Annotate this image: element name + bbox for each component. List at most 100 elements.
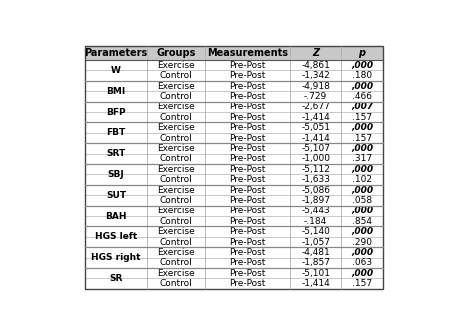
Text: Exercise: Exercise: [157, 165, 195, 174]
Bar: [205, 46, 290, 60]
Text: SRT: SRT: [106, 149, 126, 158]
Bar: [85, 154, 147, 164]
Text: .157: .157: [352, 113, 372, 122]
Bar: [341, 112, 383, 123]
Bar: [85, 133, 147, 143]
Bar: [147, 195, 205, 206]
Text: -5,101: -5,101: [301, 269, 330, 278]
Text: ,007: ,007: [351, 103, 373, 111]
Bar: [85, 102, 147, 112]
Text: Exercise: Exercise: [157, 123, 195, 132]
Bar: [205, 279, 290, 289]
Text: ,000: ,000: [351, 61, 373, 70]
Text: Exercise: Exercise: [157, 269, 195, 278]
Text: Pre-Post: Pre-Post: [229, 217, 266, 226]
Text: -1,857: -1,857: [301, 258, 330, 267]
Bar: [85, 164, 147, 174]
Bar: [205, 70, 290, 81]
Text: p: p: [359, 48, 366, 58]
Text: SBJ: SBJ: [108, 170, 124, 179]
Bar: [205, 60, 290, 70]
Bar: [341, 133, 383, 143]
Text: Exercise: Exercise: [157, 61, 195, 70]
Bar: [205, 185, 290, 195]
Text: .290: .290: [352, 237, 372, 246]
Text: Control: Control: [159, 217, 192, 226]
Text: Pre-Post: Pre-Post: [229, 134, 266, 143]
Bar: [341, 143, 383, 154]
Bar: [290, 237, 341, 247]
Text: Pre-Post: Pre-Post: [229, 92, 266, 101]
Text: Pre-Post: Pre-Post: [229, 165, 266, 174]
Text: -2,677: -2,677: [301, 103, 330, 111]
Bar: [85, 60, 147, 70]
Bar: [205, 226, 290, 237]
Bar: [205, 102, 290, 112]
Bar: [341, 258, 383, 268]
Bar: [290, 216, 341, 226]
Bar: [290, 164, 341, 174]
Bar: [341, 226, 383, 237]
Bar: [341, 70, 383, 81]
Bar: [147, 70, 205, 81]
Text: Pre-Post: Pre-Post: [229, 269, 266, 278]
Bar: [85, 206, 147, 216]
Text: Pre-Post: Pre-Post: [229, 248, 266, 257]
Bar: [205, 258, 290, 268]
Text: Control: Control: [159, 71, 192, 80]
Text: -4,918: -4,918: [301, 81, 330, 91]
Bar: [341, 216, 383, 226]
Text: .058: .058: [352, 196, 372, 205]
Text: BAH: BAH: [105, 211, 127, 220]
Text: ,000: ,000: [351, 248, 373, 257]
Bar: [205, 133, 290, 143]
Text: Pre-Post: Pre-Post: [229, 71, 266, 80]
Bar: [147, 268, 205, 279]
Bar: [341, 154, 383, 164]
Bar: [341, 268, 383, 279]
Text: -4,861: -4,861: [301, 61, 330, 70]
Text: Pre-Post: Pre-Post: [229, 175, 266, 184]
Bar: [205, 164, 290, 174]
Bar: [147, 226, 205, 237]
Bar: [85, 216, 147, 226]
Text: .317: .317: [352, 154, 372, 163]
Bar: [290, 91, 341, 102]
Text: -1,414: -1,414: [301, 113, 330, 122]
Text: .180: .180: [352, 71, 372, 80]
Bar: [341, 60, 383, 70]
Bar: [341, 237, 383, 247]
Text: Control: Control: [159, 237, 192, 246]
Text: Exercise: Exercise: [157, 103, 195, 111]
Text: Exercise: Exercise: [157, 227, 195, 236]
Bar: [147, 102, 205, 112]
Bar: [85, 70, 147, 81]
Bar: [85, 46, 383, 289]
Bar: [85, 185, 147, 195]
Bar: [147, 60, 205, 70]
Text: -4,481: -4,481: [301, 248, 330, 257]
Bar: [341, 123, 383, 133]
Text: Measurements: Measurements: [207, 48, 288, 58]
Text: -1,633: -1,633: [301, 175, 330, 184]
Text: Control: Control: [159, 196, 192, 205]
Bar: [341, 185, 383, 195]
Bar: [341, 102, 383, 112]
Text: ,000: ,000: [351, 144, 373, 153]
Bar: [85, 46, 147, 60]
Bar: [205, 216, 290, 226]
Bar: [290, 154, 341, 164]
Bar: [290, 195, 341, 206]
Text: ,000: ,000: [351, 165, 373, 174]
Text: SR: SR: [109, 274, 123, 283]
Bar: [85, 268, 147, 279]
Text: Pre-Post: Pre-Post: [229, 123, 266, 132]
Text: Exercise: Exercise: [157, 81, 195, 91]
Bar: [147, 206, 205, 216]
Bar: [85, 258, 147, 268]
Bar: [290, 102, 341, 112]
Bar: [290, 112, 341, 123]
Text: SUT: SUT: [106, 191, 126, 200]
Text: Pre-Post: Pre-Post: [229, 227, 266, 236]
Bar: [290, 81, 341, 91]
